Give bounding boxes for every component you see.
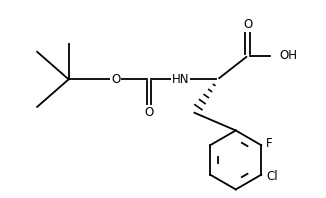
Text: HN: HN	[172, 73, 189, 86]
Text: OH: OH	[279, 49, 297, 62]
Text: Cl: Cl	[266, 170, 278, 183]
Text: O: O	[243, 18, 252, 31]
Text: O: O	[145, 106, 154, 119]
Text: F: F	[266, 137, 273, 150]
Text: O: O	[111, 73, 120, 86]
